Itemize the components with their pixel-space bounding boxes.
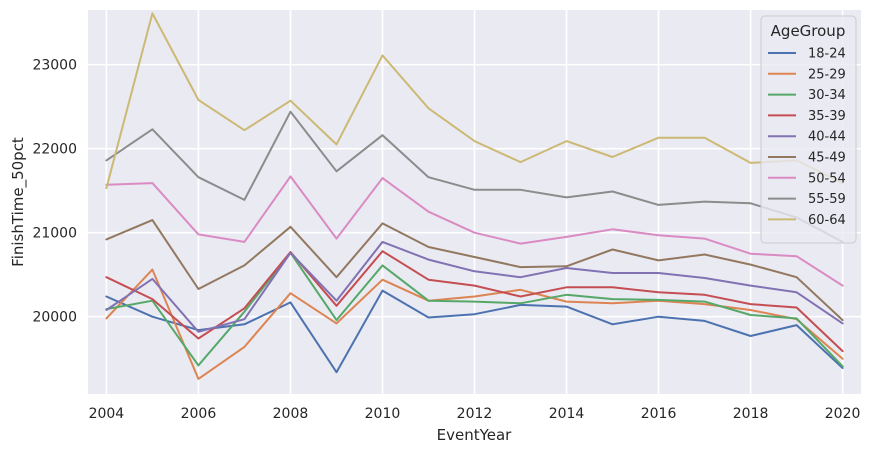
y-tick-label: 21000 — [32, 226, 77, 242]
legend-label-40-44: 40-44 — [808, 130, 846, 145]
x-tick-label: 2016 — [641, 406, 677, 422]
x-tick-label: 2014 — [549, 406, 585, 422]
legend-label-18-24: 18-24 — [808, 47, 846, 62]
x-axis-label: EventYear — [437, 426, 513, 444]
legend-label-30-34: 30-34 — [808, 88, 846, 103]
legend[interactable]: AgeGroup 18-24 25-29 30-34 35-39 40-44 45-49 5… — [760, 15, 857, 244]
series-line-18-24 — [105, 289, 844, 374]
legend-label-55-59: 55-59 — [808, 192, 846, 207]
tick-labels: 2004 2006 2008 2010 2012 2014 2016 2018 2020 2000… — [32, 58, 860, 422]
series-line-50-54 — [105, 175, 844, 287]
legend-title: AgeGroup — [771, 22, 846, 40]
series-line-45-49 — [105, 219, 844, 322]
x-tick-label: 2010 — [365, 406, 401, 422]
x-tick-label: 2012 — [457, 406, 493, 422]
legend-box — [760, 15, 857, 244]
series-line-55-59 — [105, 110, 844, 243]
y-axis-label: FinishTime_50pct — [9, 137, 28, 267]
series-line-35-39 — [105, 250, 844, 353]
x-tick-label: 2018 — [733, 406, 769, 422]
y-tick-label: 20000 — [32, 310, 77, 326]
series-line-60-64 — [105, 12, 844, 190]
y-tick-label: 22000 — [32, 142, 77, 158]
x-tick-label: 2008 — [273, 406, 309, 422]
x-tick-label: 2006 — [181, 406, 217, 422]
legend-label-25-29: 25-29 — [808, 67, 846, 82]
series-lines — [105, 12, 844, 380]
legend-items: 18-24 25-29 30-34 35-39 40-44 45-49 50-54 55-59… — [768, 47, 846, 228]
legend-label-45-49: 45-49 — [808, 151, 846, 166]
series-line-30-34 — [105, 251, 844, 368]
y-tick-label: 23000 — [32, 58, 77, 74]
legend-label-50-54: 50-54 — [808, 171, 846, 186]
x-tick-label: 2020 — [825, 406, 861, 422]
legend-label-60-64: 60-64 — [808, 213, 846, 228]
x-tick-label: 2004 — [89, 406, 125, 422]
series-line-40-44 — [105, 240, 844, 333]
legend-label-35-39: 35-39 — [808, 109, 846, 124]
